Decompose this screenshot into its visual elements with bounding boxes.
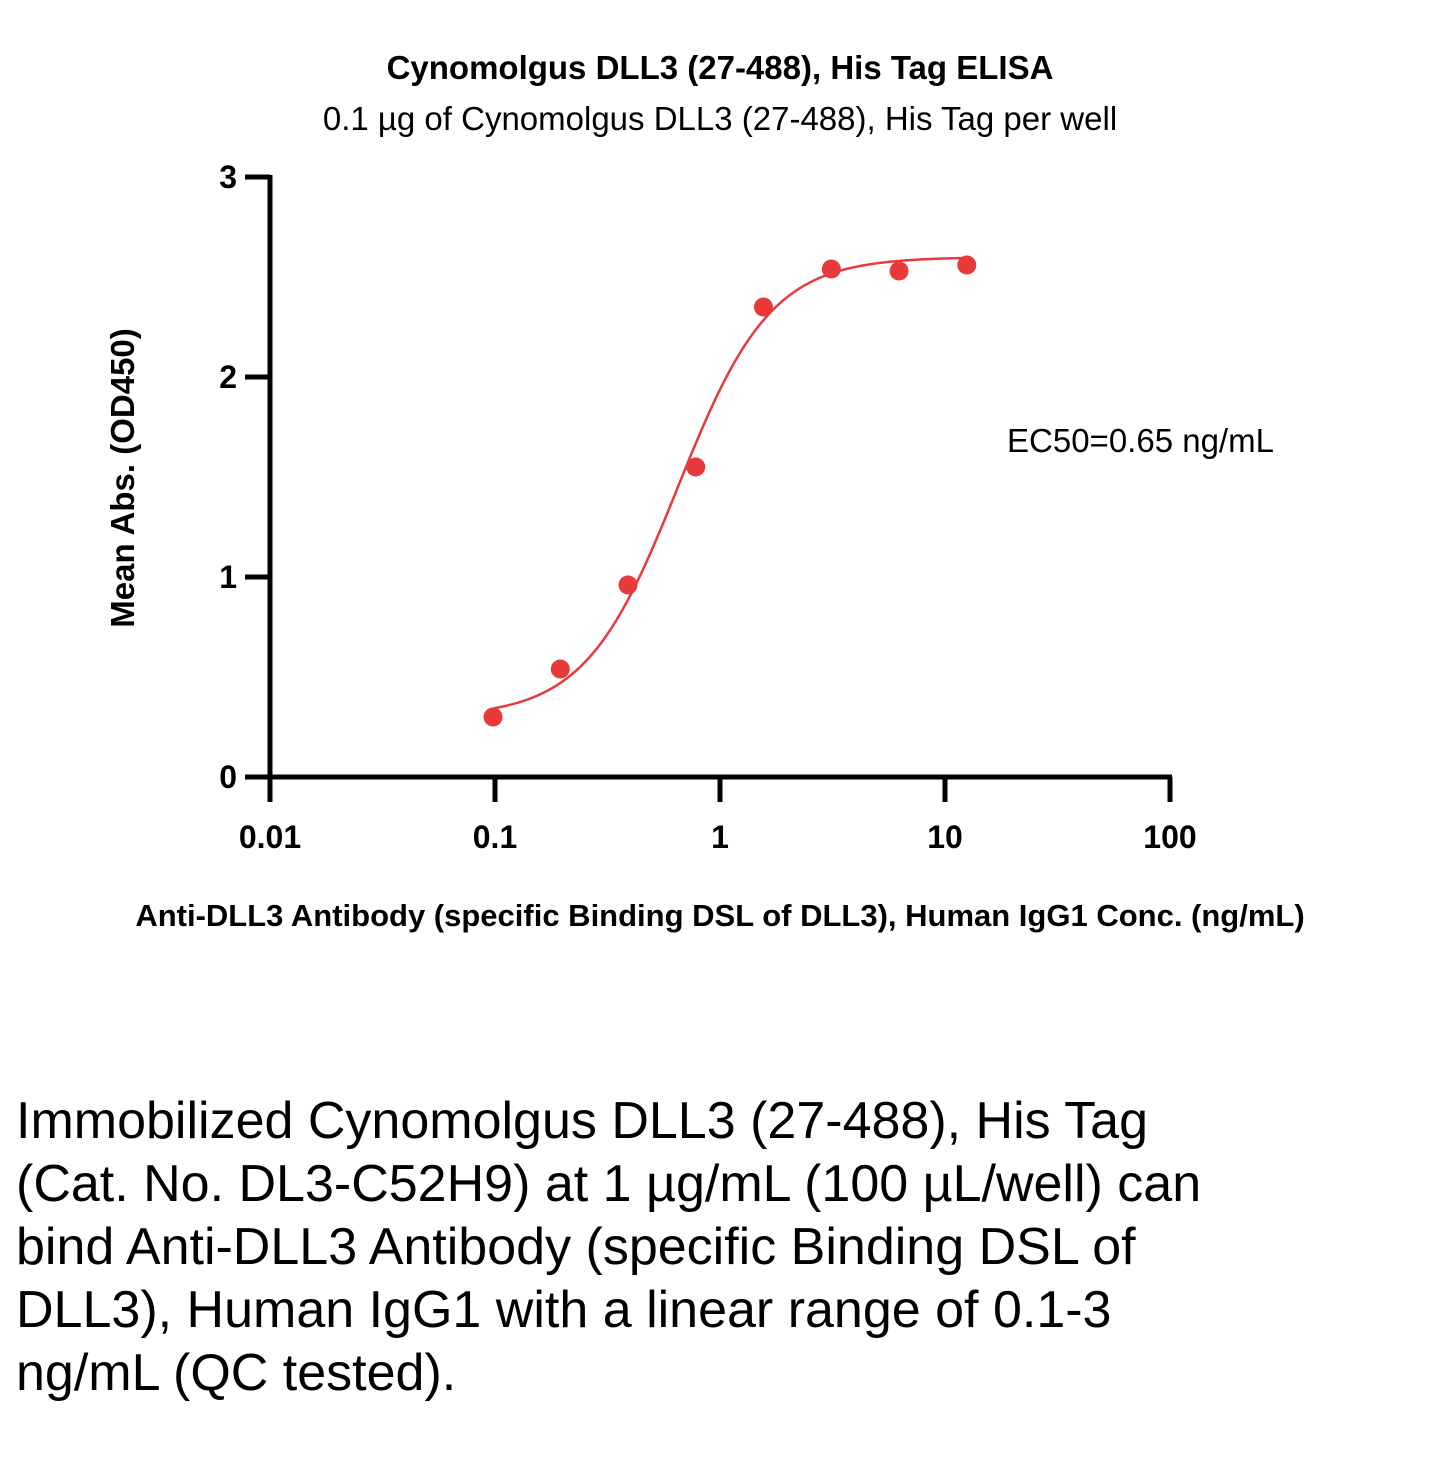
elisa-chart: Cynomolgus DLL3 (27-488), His Tag ELISA … [104,49,1305,933]
data-point [618,575,638,595]
x-tick-label: 100 [1143,819,1196,855]
y-tick-label: 1 [219,559,237,595]
x-tick-label: 0.1 [473,819,517,855]
data-point [550,659,570,679]
y-tick-label: 2 [219,359,237,395]
y-tick-label: 3 [219,159,237,195]
ec50-annotation: EC50=0.65 ng/mL [1007,422,1274,459]
fit-curve-layer [492,256,967,710]
y-axis-label: Mean Abs. (OD450) [104,328,141,628]
x-axis-label: Anti-DLL3 Antibody (specific Binding DSL… [135,898,1304,933]
x-tick-label: 0.01 [239,819,301,855]
data-point [686,457,706,477]
axes: 0 1 2 3 0.01 0.1 1 10 100 [219,159,1196,855]
y-tick-label: 0 [219,759,237,795]
data-point [753,297,773,317]
data-point [483,707,503,727]
chart-subtitle: 0.1 µg of Cynomolgus DLL3 (27-488), His … [323,100,1117,137]
x-tick-label: 1 [711,819,729,855]
data-point [957,255,977,275]
fit-curve [492,256,967,710]
data-point [821,259,841,279]
figure-caption: Immobilized Cynomolgus DLL3 (27-488), Hi… [16,1092,1202,1402]
data-points-layer [483,255,977,727]
data-point [889,261,909,281]
x-tick-label: 10 [927,819,963,855]
chart-title: Cynomolgus DLL3 (27-488), His Tag ELISA [387,49,1054,86]
